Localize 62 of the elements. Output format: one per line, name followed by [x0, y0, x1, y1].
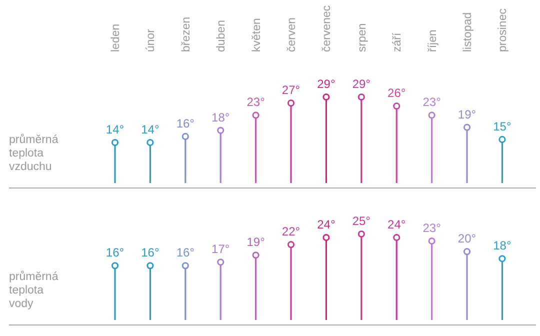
data-label: 19°	[458, 107, 476, 122]
point	[463, 248, 471, 256]
data-label: 29°	[317, 77, 336, 91]
data-label: 23°	[422, 221, 442, 236]
data-label: 19°	[246, 235, 266, 250]
point	[393, 234, 400, 242]
data-label: 24°	[317, 218, 336, 232]
data-label: 25°	[352, 214, 371, 228]
data-label: 18°	[212, 110, 230, 124]
point	[428, 237, 436, 245]
point	[287, 241, 295, 248]
data-label: 16°	[176, 116, 195, 130]
point	[146, 138, 154, 146]
x-tick-label: říjen	[426, 30, 439, 52]
data-label: 26°	[388, 86, 406, 100]
point	[252, 112, 260, 119]
data-label: 20°	[458, 232, 476, 246]
data-label: 16°	[141, 246, 160, 260]
point	[182, 262, 189, 270]
x-tick-label: únor	[145, 28, 158, 52]
x-tick-label: červen	[286, 17, 298, 52]
data-label: 14°	[106, 122, 124, 137]
data-label: 18°	[493, 238, 512, 253]
x-tick-label: listopad	[462, 12, 474, 52]
point	[393, 102, 400, 110]
data-label: 24°	[388, 218, 406, 232]
point	[498, 136, 506, 144]
point	[146, 262, 154, 270]
point	[358, 230, 365, 238]
point	[428, 112, 436, 119]
data-label: 16°	[106, 246, 124, 260]
y-axis-title: průměrná teplota vzduchu	[9, 133, 59, 173]
point	[217, 126, 224, 134]
point	[182, 132, 189, 140]
point	[463, 124, 471, 131]
x-tick-label: duben	[216, 20, 228, 52]
data-label: 17°	[212, 242, 230, 256]
point	[322, 93, 330, 101]
x-tick-label: leden	[110, 24, 122, 52]
point	[111, 262, 119, 270]
data-label: 14°	[141, 122, 160, 137]
point	[322, 234, 330, 242]
y-axis-title: průměrná teplota vody	[9, 270, 59, 310]
data-label: 27°	[282, 83, 300, 98]
data-label: 15°	[493, 119, 512, 134]
point	[252, 252, 260, 259]
point	[217, 258, 224, 266]
data-label: 23°	[422, 95, 442, 110]
data-label: 16°	[176, 246, 195, 260]
x-tick-label: červenec	[321, 5, 334, 52]
point	[287, 100, 295, 107]
x-tick-label: květen	[250, 18, 263, 52]
x-tick-label: prosinec	[497, 8, 510, 52]
point	[358, 93, 365, 101]
data-label: 23°	[246, 95, 266, 110]
x-tick-label: září	[392, 32, 404, 52]
point	[111, 138, 119, 146]
x-tick-label: srpen	[356, 23, 368, 52]
x-tick-label: březen	[180, 16, 192, 52]
point	[498, 255, 506, 262]
data-label: 29°	[352, 77, 371, 91]
data-label: 22°	[282, 224, 300, 239]
